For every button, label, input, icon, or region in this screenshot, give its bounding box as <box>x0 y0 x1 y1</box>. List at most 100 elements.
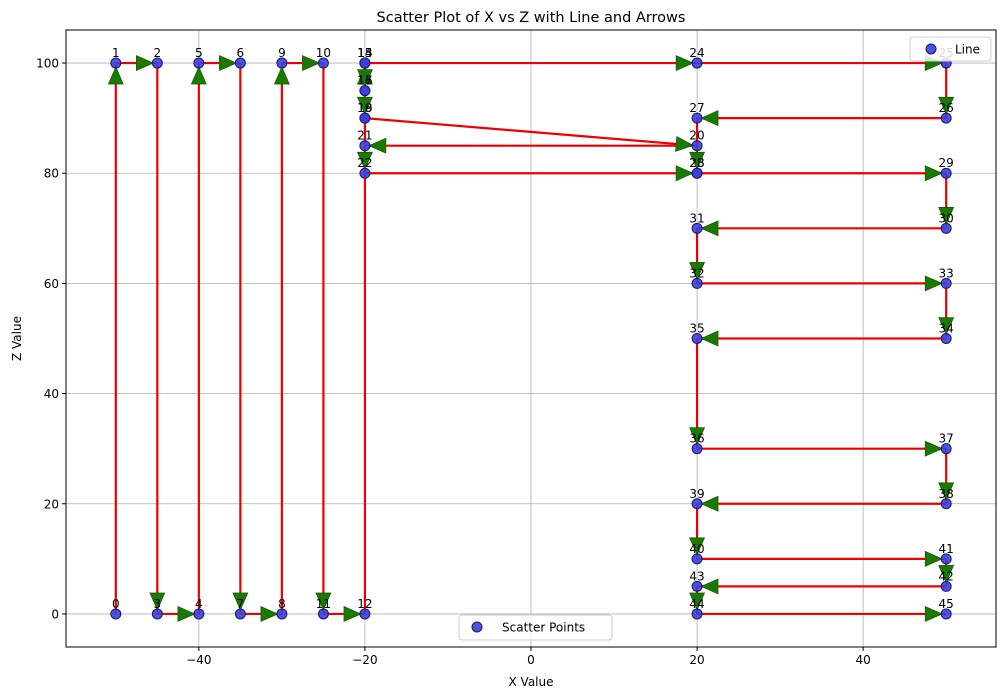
point-label: 0 <box>112 597 120 611</box>
point-label: 22 <box>357 156 372 170</box>
arrow-head <box>149 592 166 611</box>
legend-scatter-box <box>458 614 613 641</box>
data-point <box>691 277 703 289</box>
data-point <box>940 553 952 565</box>
point-label: 24 <box>689 46 704 60</box>
arrow-head <box>260 605 279 622</box>
data-point <box>691 112 703 124</box>
point-label: 23 <box>689 156 704 170</box>
data-point <box>940 277 952 289</box>
arrow-head <box>938 565 955 584</box>
data-point <box>940 443 952 455</box>
arrow-head <box>700 110 719 127</box>
point-label: 6 <box>237 46 245 60</box>
point-label: 4 <box>195 597 203 611</box>
arrow-head <box>136 55 155 72</box>
data-point <box>317 57 329 69</box>
arrow-head <box>924 165 943 182</box>
arrow-head <box>675 135 694 152</box>
data-point <box>234 57 246 69</box>
arrow-head <box>273 66 290 85</box>
arrow-head <box>700 495 719 512</box>
point-label: 3 <box>154 597 162 611</box>
data-point <box>691 498 703 510</box>
arrow-head <box>675 55 694 72</box>
point-label: 27 <box>689 101 704 115</box>
point-label: 5 <box>195 46 203 60</box>
x-tick-label: 40 <box>856 653 871 667</box>
y-tick-label: 80 <box>44 167 59 181</box>
data-point <box>940 608 952 620</box>
point-label: 7 <box>237 597 245 611</box>
point-label: 31 <box>689 211 704 225</box>
data-point <box>940 222 952 234</box>
data-point <box>234 608 246 620</box>
point-label: 13 <box>357 46 372 60</box>
y-ticks: 0 20 40 60 80 100 <box>36 57 66 621</box>
point-label: 17 <box>357 74 372 88</box>
point-label: 38 <box>939 487 954 501</box>
arrow-head <box>689 427 706 446</box>
arrow-head <box>924 550 943 567</box>
x-tick-label: 20 <box>689 653 704 667</box>
data-point <box>359 112 371 124</box>
data-point <box>940 333 952 344</box>
arrow-head <box>938 482 955 501</box>
data-point <box>691 553 703 565</box>
arrow-head <box>302 55 321 72</box>
point-label: 18 <box>357 101 372 115</box>
data-point <box>359 140 371 152</box>
data-point <box>193 57 205 69</box>
y-tick-label: 20 <box>44 497 59 511</box>
data-point <box>940 167 952 179</box>
legend-scatter-label: Scatter Points <box>502 621 585 635</box>
arrow-head <box>232 592 249 611</box>
arrow-head <box>689 262 706 281</box>
data-point <box>110 57 122 69</box>
arrow-head <box>356 96 373 115</box>
data-point <box>691 140 703 152</box>
point-label: 28 <box>689 156 704 170</box>
arrow-head <box>356 69 373 88</box>
arrow-head <box>700 578 719 595</box>
legend-scatter-marker <box>471 621 483 633</box>
data-point <box>691 167 703 179</box>
point-label: 37 <box>939 432 954 446</box>
y-tick-label: 0 <box>51 607 59 621</box>
point-label: 45 <box>939 597 954 611</box>
point-label: 2 <box>154 46 162 60</box>
arrow-head <box>700 330 719 347</box>
legend-line-label: Line <box>955 43 980 57</box>
arrow-head <box>190 66 207 85</box>
point-label: 9 <box>278 46 286 60</box>
arrow-head <box>219 55 238 72</box>
arrow-head <box>675 165 694 182</box>
arrow-head <box>107 66 124 85</box>
point-label: 10 <box>316 46 331 60</box>
point-label: 36 <box>689 432 704 446</box>
point-label: 26 <box>939 101 954 115</box>
point-label: 8 <box>278 597 286 611</box>
y-tick-label: 60 <box>44 277 59 291</box>
data-point <box>276 57 288 69</box>
data-point <box>940 580 952 592</box>
arrow-head <box>700 220 719 237</box>
data-point <box>110 608 122 620</box>
arrow-head <box>689 592 706 611</box>
legend-line-box <box>909 36 992 62</box>
x-ticks: −40 −20 0 20 40 <box>186 647 871 667</box>
data-point <box>151 57 163 69</box>
x-tick-label: −40 <box>186 653 211 667</box>
arrow-head <box>689 151 706 170</box>
legend-line: Line <box>909 36 992 62</box>
point-label: 19 <box>357 101 372 115</box>
x-tick-label: 0 <box>527 653 535 667</box>
data-lines <box>114 61 948 616</box>
arrow-head <box>689 537 706 556</box>
arrow-head <box>177 605 196 622</box>
data-point <box>359 85 371 97</box>
arrow-head <box>924 275 943 292</box>
point-label: 35 <box>689 322 704 336</box>
data-point <box>193 608 205 620</box>
